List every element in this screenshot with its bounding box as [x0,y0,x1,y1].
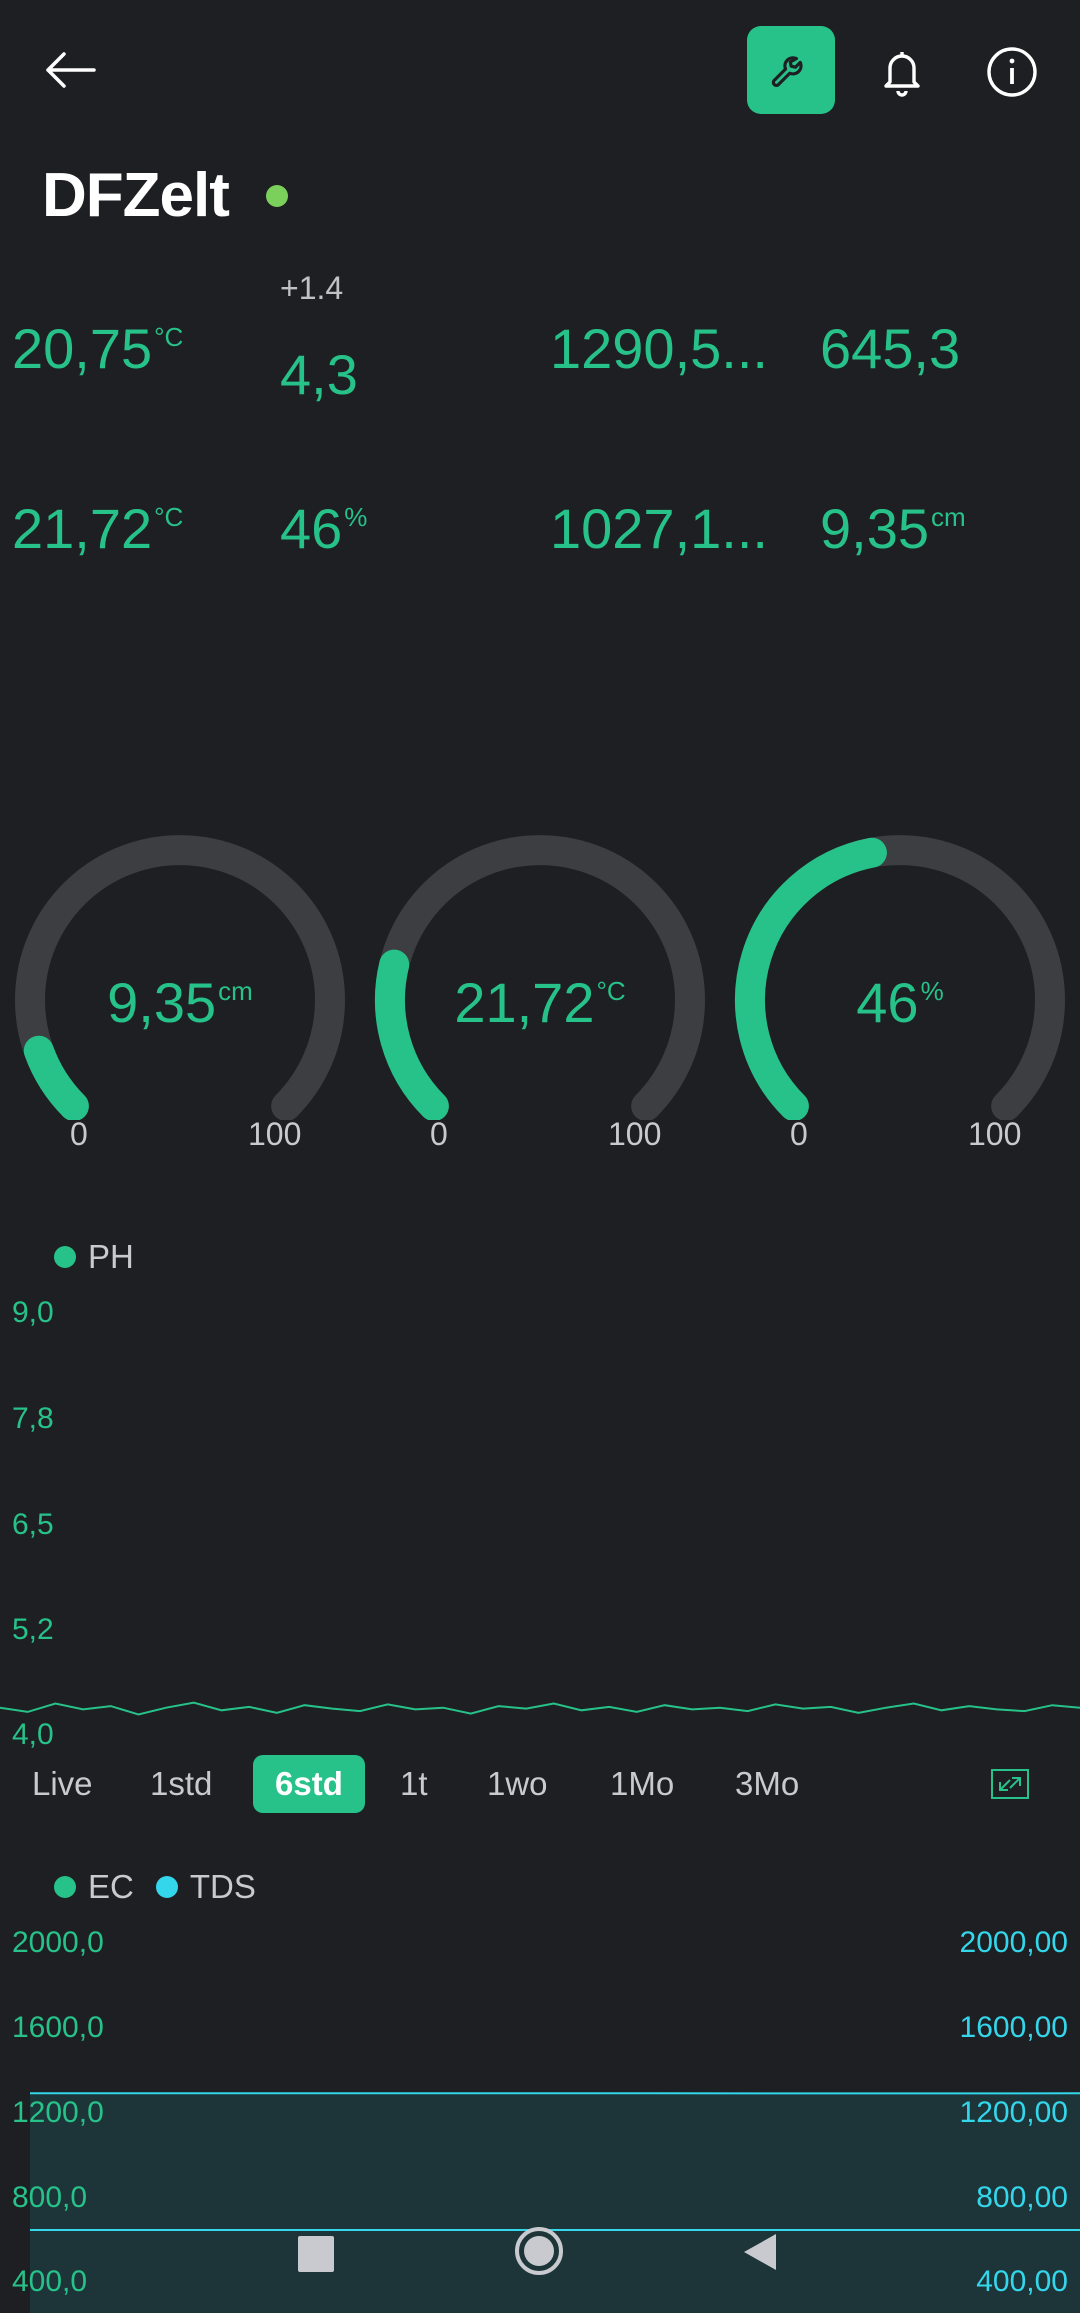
gauge-max-label: 100 [608,1116,662,1152]
page-title: DFZelt [42,161,230,230]
gauge-fill [23,1035,89,1122]
level-gauge-arc [15,835,345,1122]
ec-area-fill [30,2093,1080,2313]
range-tab-3mo[interactable]: 3Mo [735,1765,800,1802]
expand-icon [991,1769,1029,1799]
info-icon [987,47,1037,97]
settings-wrench-button[interactable] [747,26,835,114]
ec-y-tick: 2000,0 [12,1926,104,1959]
range-tab-6std[interactable]: 6std [253,1755,365,1813]
pressure-value[interactable]: 1027,1... [550,497,768,560]
ec-y-tick: 400,0 [12,2265,88,2298]
ph-y-tick: 6,5 [12,1508,54,1541]
gauge-fill [374,949,449,1122]
gauge-max-label: 100 [968,1116,1022,1152]
humidity-gauge-value: 46% [856,971,944,1034]
water-temp-value[interactable]: 21,72°C [12,497,184,560]
level-gauge[interactable]: 9,35cm 0 100 [0,820,360,1180]
ph-legend-label: PH [88,1238,134,1275]
ec-tds-area-chart[interactable] [0,1920,1080,2313]
home-circle-icon[interactable] [512,2224,566,2278]
range-tab-1wo[interactable]: 1wo [487,1765,548,1802]
wrench-icon [771,56,803,87]
water-temp-gauge-arc [374,835,705,1122]
status-indicator [266,185,288,207]
tds-y-tick: 800,00 [976,2181,1068,2214]
ec-legend-label: EC [88,1868,134,1905]
ph-series-line [0,1701,1080,1716]
ph-delta: +1.4 [280,270,344,306]
range-tab-1t[interactable]: 1t [400,1765,428,1802]
ph-y-tick: 9,0 [12,1296,54,1329]
range-tab-1mo[interactable]: 1Mo [610,1765,675,1802]
ph-line-chart[interactable] [0,1690,1080,1740]
back-arrow-icon [46,52,96,88]
tds-y-tick: 2000,00 [959,1926,1068,1959]
tds-legend-label: TDS [189,1868,256,1905]
humidity-value[interactable]: 46% [280,497,368,560]
ec-value[interactable]: 1290,5... [550,317,768,380]
ec-y-tick: 800,0 [12,2181,88,2214]
tds-y-tick: 1200,00 [959,2096,1068,2129]
ph-y-tick: 4,0 [12,1718,54,1751]
notifications-button[interactable] [860,30,944,114]
range-tab-live[interactable]: Live [32,1765,93,1802]
gauge-min-label: 0 [430,1116,448,1152]
back-button[interactable] [30,35,110,105]
info-button[interactable] [970,30,1054,114]
gauge-track [15,835,345,1122]
air-temp-value[interactable]: 20,75°C [12,317,184,380]
bell-icon [884,52,920,97]
ph-legend[interactable]: PH [54,1238,134,1276]
ph-legend-dot [54,1246,76,1268]
tds-y-tick: 1600,00 [959,2011,1068,2044]
expand-chart-button[interactable] [990,1768,1040,1808]
gauge-min-label: 0 [790,1116,808,1152]
ec-y-tick: 1200,0 [12,2096,104,2129]
recents-square-icon[interactable] [298,2236,334,2272]
tds-legend-dot [155,1876,178,1898]
level-gauge-value: 9,35cm [107,971,253,1034]
gauge-min-label: 0 [70,1116,88,1152]
humidity-gauge-arc [735,835,1065,1122]
ec-tds-legend[interactable]: EC TDS [54,1868,256,1906]
ph-value[interactable]: 4,3 [280,343,358,406]
water-temp-gauge[interactable]: 21,72°C 0 100 [360,820,720,1180]
humidity-gauge[interactable]: 46% 0 100 [720,820,1080,1180]
gauge-fill [735,837,887,1122]
ph-y-tick: 5,2 [12,1613,54,1646]
level-value[interactable]: 9,35cm [820,497,966,560]
back-triangle-icon[interactable] [740,2230,780,2274]
ph-y-tick: 7,8 [12,1402,54,1435]
water-temp-gauge-value: 21,72°C [454,971,626,1034]
tds-y-tick: 400,00 [976,2265,1068,2298]
gauge-max-label: 100 [248,1116,302,1152]
ec-y-tick: 1600,0 [12,2011,104,2044]
range-tab-1std[interactable]: 1std [150,1765,213,1802]
ec-legend-dot [54,1876,76,1898]
time-range-selector: Live 1std 6std 1t 1wo 1Mo 3Mo [0,1755,1080,1819]
tds-value[interactable]: 645,3 [820,317,961,380]
